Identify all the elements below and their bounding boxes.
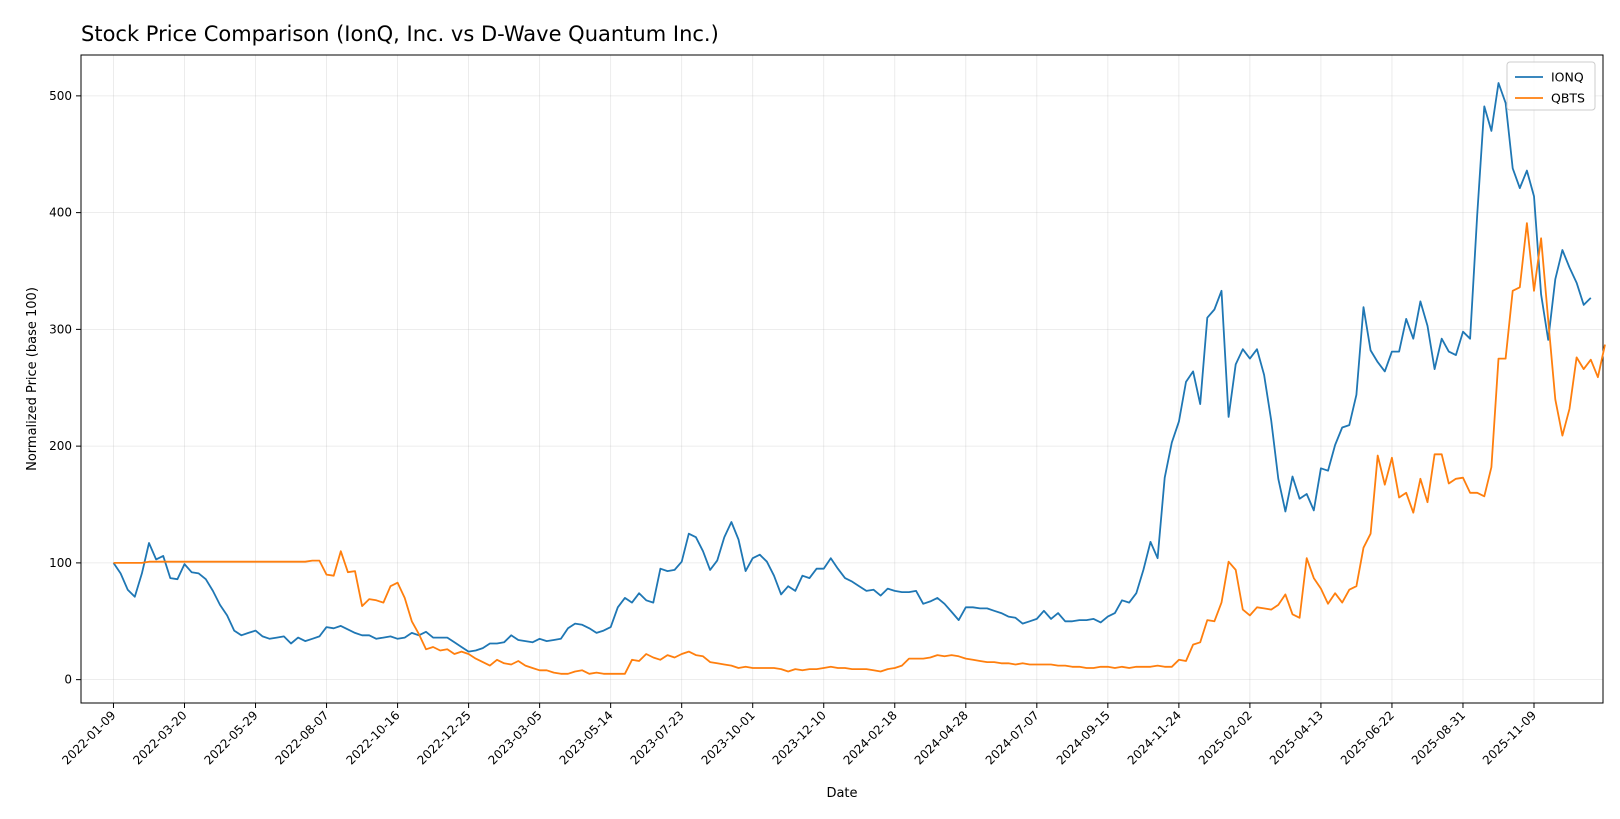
x-tick-label: 2022-08-07 [272,708,331,767]
y-tick-label: 500 [49,89,72,103]
legend: IONQ QBTS [1506,61,1596,111]
x-tick-label: 2022-03-20 [130,708,189,767]
y-tick-label: 0 [64,673,72,687]
x-tick-label: 2023-05-14 [557,708,616,767]
y-tick-label: 200 [49,439,72,453]
chart-grid [81,55,1603,703]
x-tick-label: 2022-01-09 [59,708,118,767]
x-axis-ticks: 2022-01-09 2022-03-20 2022-05-29 2022-08-07… [59,703,1539,767]
x-tick-label: 2022-10-16 [343,708,402,767]
x-tick-label: 2025-11-09 [1480,708,1539,767]
x-axis-label: Date [826,786,857,801]
y-axis-label: Normalized Price (base 100) [25,287,40,471]
series-line-qbts [113,222,1606,675]
x-tick-label: 2023-07-23 [628,708,687,767]
x-tick-label: 2023-12-10 [770,708,829,767]
x-tick-label: 2024-04-28 [912,708,971,767]
x-tick-label: 2023-03-05 [486,708,545,767]
x-tick-label: 2025-04-13 [1267,708,1326,767]
y-tick-label: 100 [49,556,72,570]
x-tick-label: 2022-12-25 [415,708,474,767]
x-tick-label: 2022-05-29 [201,708,260,767]
plot-area-frame [80,54,1604,704]
legend-label-ionq: IONQ [1551,70,1584,85]
x-tick-label: 2024-02-18 [841,708,900,767]
y-tick-label: 300 [49,322,72,336]
x-tick-label: 2023-10-01 [699,708,758,767]
series-lines [112,82,1606,675]
x-tick-label: 2025-08-31 [1409,708,1468,767]
series-line-ionq [112,82,1592,653]
y-tick-label: 400 [49,206,72,220]
x-tick-label: 2024-09-15 [1054,708,1113,767]
chart-title: Stock Price Comparison (IonQ, Inc. vs D-… [81,22,719,46]
x-tick-label: 2025-02-02 [1196,708,1255,767]
x-tick-label: 2024-07-07 [983,708,1042,767]
x-tick-label: 2025-06-22 [1338,708,1397,767]
legend-label-qbts: QBTS [1551,91,1585,106]
x-tick-label: 2024-11-24 [1125,708,1184,767]
y-axis-ticks: 0 100 200 300 400 500 [49,89,81,687]
